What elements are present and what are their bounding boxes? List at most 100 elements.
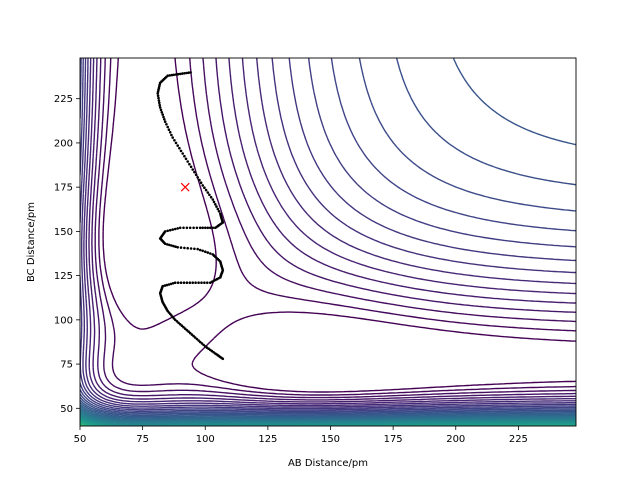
trajectory-point [183,246,186,250]
trajectory-point [171,228,174,231]
trajectory-point [188,226,192,230]
trajectory-point [178,226,182,230]
x-tick-label: 225 [509,434,528,445]
trajectory-point [157,96,160,100]
trajectory-point [156,94,160,97]
trajectory-point [196,176,199,179]
trajectory-point [215,205,218,208]
x-tick-label: 175 [384,434,403,445]
trajectory-point [185,71,188,75]
trajectory-point [201,226,204,230]
marker-stroke [180,182,190,192]
contour-line [80,58,576,410]
trajectory-point [194,173,198,177]
trajectory-point [190,333,194,336]
trajectory-point [193,170,196,174]
trajectory-point [187,71,190,74]
trajectory-point [171,136,174,139]
trajectory-point [166,243,169,246]
trajectory-point [200,281,203,285]
contour-line [91,58,576,401]
trajectory-point [206,251,210,254]
trajectory-point [211,253,215,256]
trajectory-point [197,281,200,285]
trajectory-point [189,247,193,250]
trajectory-point [189,165,193,169]
trajectory-point [184,157,188,161]
contour-line [81,58,576,408]
trajectory-point [174,245,177,248]
y-tick-label: 175 [54,183,73,194]
trajectory-point [193,247,196,251]
trajectory-point [168,243,171,247]
trajectory-point [202,343,205,347]
trajectory-point [209,252,212,255]
trajectory-point [185,328,189,332]
trajectory-point [195,337,199,341]
trajectory-point [192,226,195,230]
trajectory-point [214,203,217,206]
trajectory-point [163,284,167,287]
trajectory-point [161,113,164,116]
trajectory-point [170,133,173,137]
trajectory-point [176,72,180,76]
trajectory-point [188,162,191,166]
x-tick-label: 150 [321,434,340,445]
trajectory-point [183,72,186,75]
trajectory-point [201,249,204,253]
trajectory-point [158,106,162,109]
x-tick-label: 100 [196,434,215,445]
trajectory-point [209,195,213,199]
trajectory-point [194,281,197,285]
contour-line [80,58,576,417]
trajectory-point [219,212,222,215]
contour-line [80,58,576,412]
trajectory-point [189,71,192,74]
trajectory-point [197,339,200,342]
trajectory-point [171,282,175,285]
trajectory-point [172,244,175,248]
trajectory-point [178,72,182,76]
trajectory-point [217,210,221,213]
trajectory-point [163,118,166,121]
trajectory-point [186,246,189,250]
trajectory-point [178,323,182,326]
x-axis-ticks: 50 75 100 125 150 175 200 225 [74,426,528,445]
x-tick-label: 125 [258,434,277,445]
transition-state-marker [180,182,190,192]
trajectory-point [166,125,169,129]
trajectory-point [168,131,172,134]
trajectory-point [174,141,178,145]
trajectory-point [172,73,176,77]
trajectory-point [176,144,179,147]
trajectory-point [212,200,216,204]
y-tick-label: 75 [60,360,73,371]
y-tick-label: 100 [54,315,73,326]
trajectory-point [168,74,172,77]
trajectory-point [165,123,168,126]
contour-line [80,401,576,418]
contour-line [83,58,576,407]
contour-line [80,412,576,424]
trajectory-point [183,327,187,331]
contour-line [94,58,576,399]
y-axis-ticks: 50 75 100 125 150 175 200 225 [54,94,80,415]
y-tick-label: 50 [60,404,73,415]
trajectory-point [188,281,192,285]
trajectory-point [204,250,207,253]
trajectory-point [167,128,171,131]
trajectory-point [182,281,186,285]
trajectory-point [185,226,189,230]
trajectory-point [175,320,179,323]
trajectory-point [163,230,167,233]
trajectory-point [179,281,183,285]
x-tick-label: 50 [74,434,87,445]
trajectory-point [198,178,201,182]
trajectory-point [204,226,207,230]
contour-line [80,409,576,422]
trajectory-point [181,152,184,155]
trajectory-point [203,281,206,285]
trajectory-point [176,281,180,285]
x-tick-label: 75 [136,434,149,445]
trajectory-point [211,198,215,201]
